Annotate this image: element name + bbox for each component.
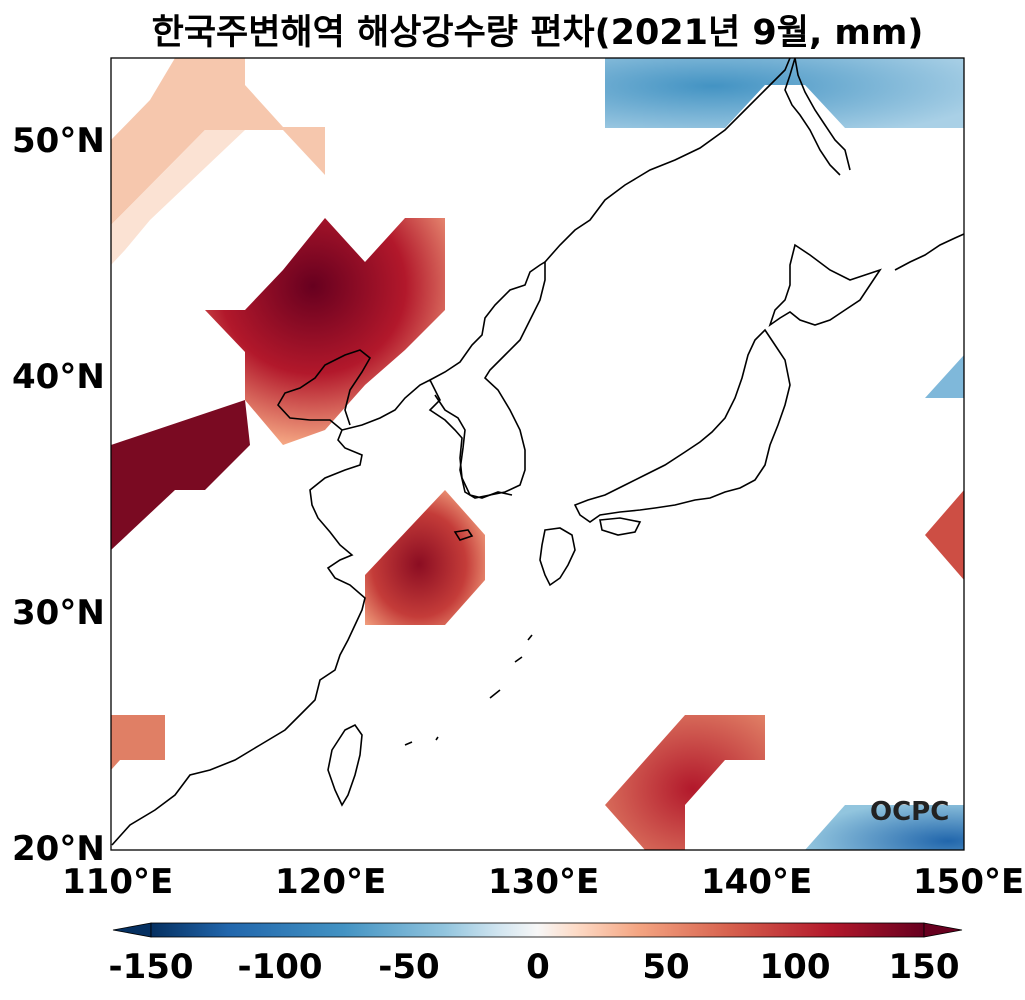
colorbar-tick-label: -50 (378, 947, 440, 987)
coastlines (111, 58, 964, 846)
ocpc-logo: OCPC (870, 797, 950, 827)
coast-kuril (894, 233, 964, 271)
colorbar-gradient (150, 922, 925, 938)
coast-hokkaido (768, 243, 882, 328)
anomaly-fields (111, 58, 964, 850)
coast-jeju (453, 529, 474, 541)
x-tick-130E: 130°E (488, 862, 600, 902)
colorbar-tick-label: -100 (237, 947, 323, 987)
anomaly-okhotsk-blue (605, 58, 964, 128)
map-frame (110, 57, 965, 851)
y-tick-20N: 20°N (12, 829, 105, 869)
coast-kyushu (539, 527, 576, 587)
coast-shikoku (599, 517, 642, 536)
y-tick-40N: 40°N (12, 357, 105, 397)
anomaly-southeast-blue (805, 805, 964, 850)
colorbar-tick-label: 50 (642, 947, 690, 987)
y-tick-30N: 30°N (12, 593, 105, 633)
anomaly-northeast-china (205, 218, 445, 445)
coast-korea (429, 260, 546, 499)
anomaly-east-blue (925, 355, 964, 398)
coast-ryukyu (404, 634, 533, 746)
anomaly-west-coast-sw (111, 715, 165, 770)
colorbar-tick-label: 100 (759, 947, 831, 987)
x-tick-150E: 150°E (913, 862, 1025, 902)
coast-sakhalin (784, 58, 851, 176)
colorbar-tick-label: 0 (526, 947, 550, 987)
anomaly-east-edge (925, 490, 964, 580)
anomaly-yellow-sea (365, 490, 485, 625)
x-tick-140E: 140°E (701, 862, 813, 902)
colorbar-tick-label: 150 (888, 947, 960, 987)
y-tick-50N: 50°N (12, 121, 105, 161)
anomaly-bohai-west (111, 400, 250, 550)
colorbar-high-extension (923, 922, 963, 938)
coast-honshu (573, 328, 791, 523)
anomaly-nw-pale (111, 58, 325, 225)
colorbar-tick-label: -150 (108, 947, 194, 987)
colorbar (112, 922, 963, 938)
anomaly-south-pacific (605, 715, 765, 850)
coast-russia-east (544, 58, 791, 263)
coast-china (111, 378, 513, 846)
colorbar-low-extension (112, 922, 152, 938)
coast-bohai (277, 349, 372, 431)
coast-taiwan (327, 723, 363, 807)
map-title: 한국주변해역 해상강수량 편차(2021년 9월, mm) (151, 13, 924, 53)
x-tick-120E: 120°E (275, 862, 387, 902)
x-tick-110E: 110°E (62, 862, 174, 902)
